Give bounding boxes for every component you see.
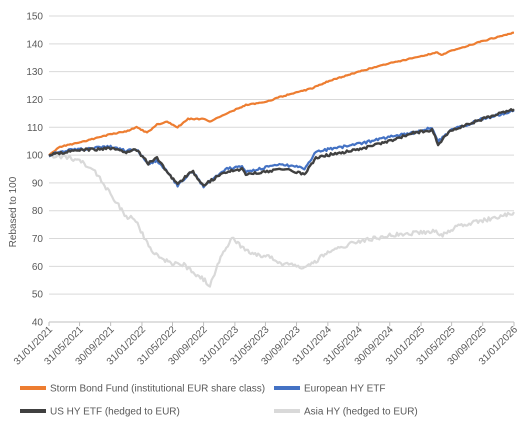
y-tick-label: 120 [26,95,43,106]
y-tick-label: 70 [32,234,44,245]
y-tick-label: 50 [32,290,44,301]
y-tick-label: 140 [26,39,43,50]
legend: Storm Bond Fund (institutional EUR share… [20,384,418,418]
legend-label-3: Asia HY (hedged to EUR) [304,407,418,418]
y-tick-label: 100 [26,151,43,162]
y-axis-title: Rebased to 100 [8,176,19,247]
legend-label-0: Storm Bond Fund (institutional EUR share… [50,384,265,395]
y-tick-label: 40 [32,318,44,329]
series-lines [48,31,515,288]
axes [48,321,515,326]
x-tick-labels: 31/01/202131/05/202130/09/202131/01/2022… [12,324,520,367]
series-line-2 [48,108,515,187]
y-tick-labels: 40 50 60 70 80 90 100 110 120 130 140 150 [26,12,43,329]
legend-label-1: European HY ETF [304,384,386,395]
gridlines [49,15,514,323]
y-tick-label: 150 [26,12,43,23]
y-tick-label: 130 [26,67,43,78]
series-line-0 [48,31,514,157]
y-tick-label: 80 [32,206,44,217]
y-tick-label: 110 [27,123,43,134]
legend-label-2: US HY ETF (hedged to EUR) [50,407,180,418]
series-line-3 [48,152,515,288]
y-tick-label: 60 [32,262,44,273]
y-tick-label: 90 [32,178,44,189]
